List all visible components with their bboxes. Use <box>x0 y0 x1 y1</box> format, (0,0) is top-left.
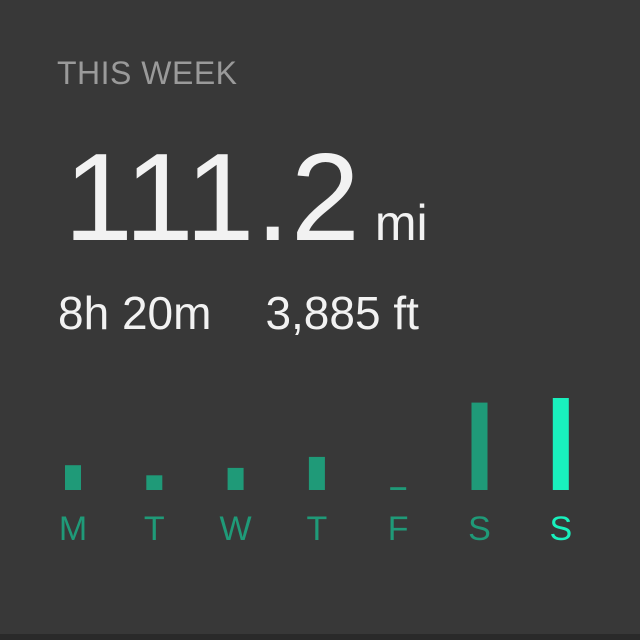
distance-unit: mi <box>374 195 428 251</box>
bottom-divider <box>0 634 640 640</box>
day-bar-2 <box>227 467 244 490</box>
day-label-1: T <box>144 510 165 548</box>
stats-row: 8h 20m 3,885 ft <box>58 290 419 336</box>
day-bar-1 <box>146 475 163 490</box>
day-label-6: S <box>549 510 572 548</box>
day-bar-4 <box>390 487 407 490</box>
day-label-3: T <box>307 510 328 548</box>
day-bar-3 <box>308 456 325 490</box>
period-label: THIS WEEK <box>57 55 238 91</box>
duration-stat: 8h 20m <box>58 287 212 339</box>
day-bar-5 <box>471 402 488 490</box>
day-bar-6 <box>552 398 569 490</box>
day-label-2: W <box>220 510 252 548</box>
distance-value: 111.2 <box>64 129 361 267</box>
day-bar-0 <box>65 465 81 490</box>
distance-readout: 111.2 mi <box>64 136 428 260</box>
elevation-stat: 3,885 ft <box>265 287 419 339</box>
day-label-5: S <box>468 510 491 548</box>
day-label-0: M <box>59 510 87 548</box>
day-label-4: F <box>388 510 409 548</box>
